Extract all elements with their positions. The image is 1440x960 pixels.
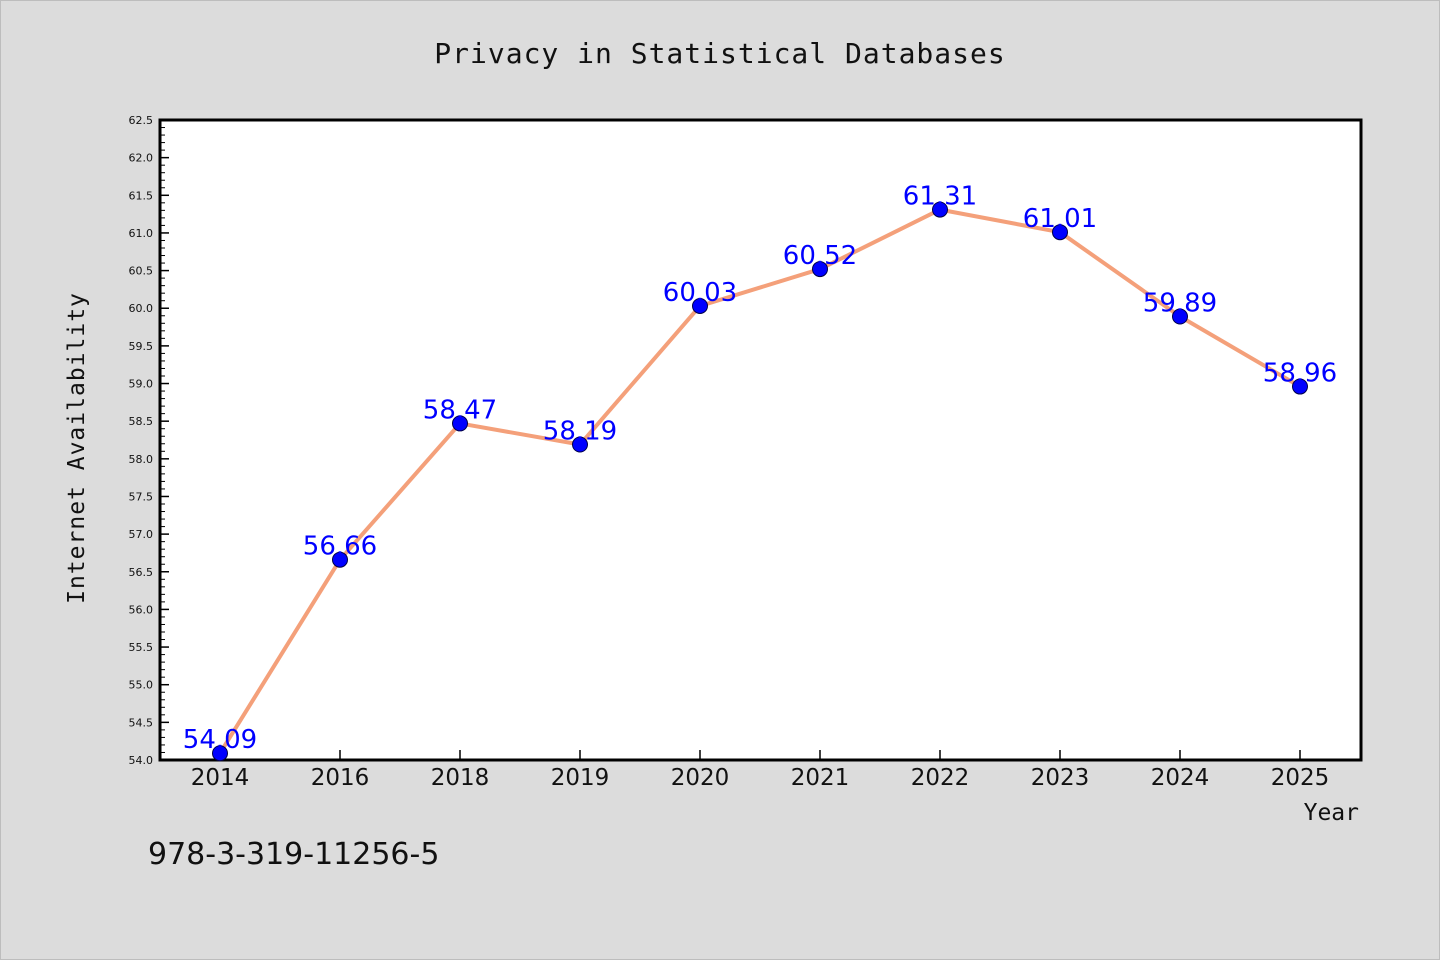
plot-area: [158, 118, 1363, 762]
y-tick-label: 57.5: [129, 490, 154, 503]
y-tick-label: 60.0: [129, 302, 154, 315]
data-point-2025: [1292, 378, 1308, 395]
y-tick-label: 54.0: [129, 754, 154, 767]
data-point-2021: [812, 261, 828, 278]
y-tick-label: 58.0: [129, 453, 154, 466]
y-tick-label: 60.5: [129, 265, 154, 278]
data-label-2025: 58.96: [1263, 359, 1337, 389]
data-label-2020: 60.03: [663, 278, 737, 308]
isbn-annotation: 978-3-319-11256-5: [148, 837, 439, 872]
x-tick-label: 2023: [1031, 765, 1090, 791]
data-label-2019: 58.19: [543, 417, 617, 447]
y-tick-label: 59.5: [129, 340, 154, 353]
data-point-2019: [572, 436, 588, 453]
x-tick-label: 2025: [1271, 765, 1330, 791]
x-tick-label: 2014: [191, 765, 250, 791]
y-tick-label: 61.0: [129, 227, 154, 240]
data-point-2023: [1052, 224, 1068, 241]
x-tick-label: 2022: [911, 765, 970, 791]
y-tick-label: 61.5: [129, 189, 154, 202]
data-point-2024: [1172, 308, 1188, 325]
x-axis-label: Year: [1304, 800, 1359, 826]
x-tick-label: 2016: [311, 765, 370, 791]
data-point-2022: [932, 201, 948, 218]
series-line: [218, 207, 1302, 756]
data-label-2014: 54.09: [183, 725, 257, 755]
y-tick-label: 56.0: [129, 603, 154, 616]
x-tick-label: 2018: [431, 765, 490, 791]
y-tick-label: 55.5: [129, 641, 154, 654]
y-tick-label: 57.0: [129, 528, 154, 541]
data-labels: 54.09 56.66 58.47 58.19 60.03 60.52 61.31 61.01…: [183, 182, 1337, 756]
chart-title: Privacy in Statistical Databases: [434, 37, 1005, 70]
y-tick-label: 62.5: [129, 114, 154, 127]
data-markers: [212, 201, 1308, 762]
data-point-2020: [692, 297, 708, 314]
data-point-2016: [332, 551, 348, 568]
y-tick-label: 59.0: [129, 378, 154, 391]
data-label-2024: 59.89: [1143, 289, 1217, 319]
data-label-2016: 56.66: [303, 532, 377, 562]
y-axis-label: Internet Availability: [64, 292, 90, 604]
data-label-2018: 58.47: [423, 395, 497, 425]
data-label-2022: 61.31: [903, 182, 977, 212]
x-tick-label: 2021: [791, 765, 850, 791]
x-tick-label: 2019: [551, 765, 610, 791]
y-axis: 54.0 54.5 55.0 55.5 56.0 56.5 57.0 57.5 58.0 58.5…: [129, 114, 169, 767]
x-axis: 2014 2016 2018 2019 2020 2021 2022 2023 2024 2025: [191, 750, 1330, 791]
data-point-2014: [212, 745, 228, 762]
y-tick-label: 58.5: [129, 415, 154, 428]
y-tick-label: 54.5: [129, 716, 154, 729]
x-tick-label: 2020: [671, 765, 730, 791]
data-label-2021: 60.52: [783, 241, 857, 271]
y-tick-label: 62.0: [129, 152, 154, 165]
y-tick-label: 55.0: [129, 679, 154, 692]
x-tick-label: 2024: [1151, 765, 1210, 791]
y-tick-label: 56.5: [129, 566, 154, 579]
data-point-2018: [452, 415, 468, 432]
data-label-2023: 61.01: [1023, 204, 1097, 234]
